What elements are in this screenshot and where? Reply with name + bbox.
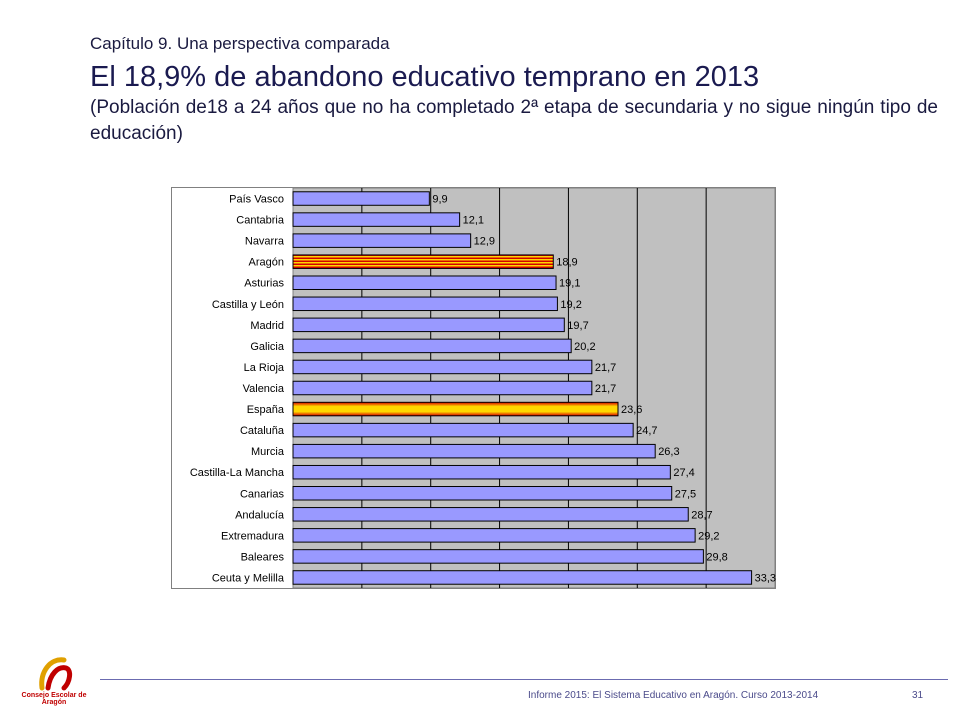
value-label: 29,2: [698, 530, 719, 542]
value-label: 12,9: [474, 236, 495, 248]
bar: [292, 528, 696, 543]
slide-header: Capítulo 9. Una perspectiva comparada El…: [90, 33, 938, 147]
value-label: 27,5: [675, 488, 696, 500]
value-label: 24,7: [636, 425, 657, 437]
bar: [292, 422, 634, 438]
value-labels: 9,912,112,918,919,119,219,720,221,721,72…: [432, 194, 776, 585]
value-label: 26,3: [658, 446, 679, 458]
bar: [292, 338, 572, 354]
value-label: 19,1: [559, 278, 580, 290]
value-label: 28,7: [691, 509, 712, 521]
page-number: 31: [912, 690, 924, 701]
category-label: Aragón: [249, 257, 284, 269]
bar: [292, 317, 565, 333]
category-label: Galicia: [250, 341, 285, 353]
bar: [292, 359, 593, 375]
category-label: Cataluña: [240, 425, 285, 437]
chapter-label: Capítulo 9. Una perspectiva comparada: [90, 34, 390, 53]
category-label: Extremadura: [221, 530, 285, 542]
bars-group: [292, 191, 753, 585]
value-label: 18,9: [556, 257, 577, 269]
bar: [292, 549, 704, 564]
consejo-escolar-logo: Consejo Escolar de Aragón: [14, 652, 94, 706]
value-label: 21,7: [595, 383, 616, 395]
category-label: La Rioja: [244, 362, 285, 374]
bar: [292, 254, 554, 269]
category-label: Canarias: [240, 488, 285, 500]
category-label: Castilla-La Mancha: [190, 467, 285, 479]
value-label: 23,6: [621, 404, 642, 416]
bar: [292, 443, 656, 459]
bar: [292, 212, 461, 227]
value-label: 33,3: [755, 572, 776, 584]
value-label: 29,8: [706, 551, 727, 563]
category-label: Asturias: [244, 278, 284, 290]
category-label: Cantabria: [236, 215, 285, 227]
footer-text: Informe 2015: El Sistema Educativo en Ar…: [528, 690, 819, 701]
value-label: 19,2: [560, 299, 581, 311]
bar: [292, 191, 430, 206]
logo-text: Consejo Escolar de Aragón: [21, 692, 87, 706]
category-label: Madrid: [250, 320, 284, 332]
bar: [292, 570, 753, 585]
category-label: País Vasco: [229, 194, 284, 206]
bar: [292, 233, 472, 248]
category-label: Navarra: [245, 236, 285, 248]
bar: [292, 486, 673, 501]
category-label: Castilla y León: [212, 299, 284, 311]
bar: [292, 401, 619, 417]
bar: [292, 275, 557, 290]
slide-subtitle: (Población de18 a 24 años que no ha comp…: [90, 97, 938, 144]
value-label: 19,7: [567, 320, 588, 332]
bar: [292, 380, 593, 396]
bar: [292, 507, 689, 522]
value-label: 9,9: [432, 194, 447, 206]
value-label: 21,7: [595, 362, 616, 374]
category-label: Baleares: [241, 551, 285, 563]
value-label: 20,2: [574, 341, 595, 353]
value-label: 12,1: [463, 215, 484, 227]
category-label: Ceuta y Melilla: [212, 572, 285, 584]
bar-chart: País Vasco Cantabria Navarra Aragón Asturias…: [171, 187, 776, 589]
value-label: 27,4: [673, 467, 694, 479]
category-label: España: [247, 404, 285, 416]
slide-title: El 18,9% de abandono educativo temprano …: [90, 61, 760, 93]
category-labels: País Vasco Cantabria Navarra Aragón Asturias…: [190, 194, 285, 585]
bar: [292, 296, 558, 312]
footer-divider: [100, 679, 948, 680]
category-label: Murcia: [251, 446, 285, 458]
category-label: Valencia: [243, 383, 285, 395]
bar: [292, 464, 671, 480]
category-label: Andalucía: [235, 509, 285, 521]
